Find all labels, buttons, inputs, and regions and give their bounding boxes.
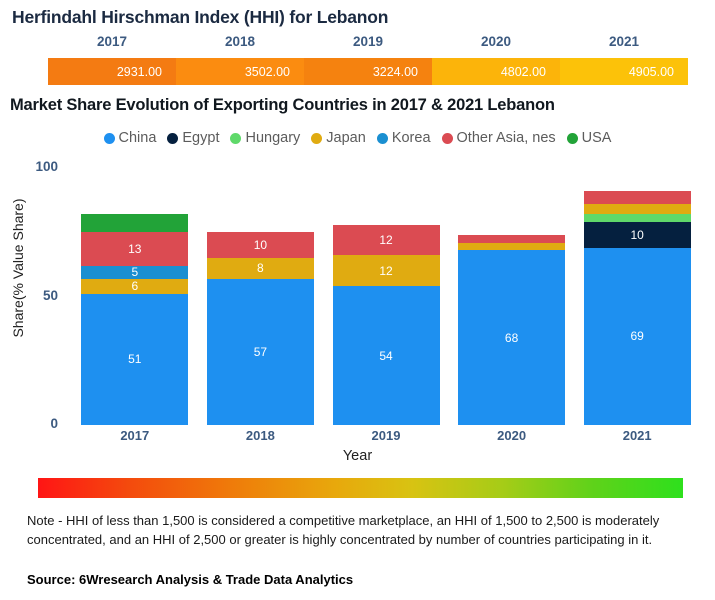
legend-item-korea[interactable]: Korea [376,130,431,146]
legend-item-label: Hungary [245,130,301,146]
bar-segment-value: 54 [379,348,393,363]
bar-segment-value: 10 [253,238,268,253]
bar-segment-value: 57 [253,344,268,359]
bar-column-2021[interactable]: 69 10 [583,191,691,425]
hhi-cell-2017: 2931.00 [48,58,176,85]
bar-segment-2019-japan[interactable]: 12 [332,255,440,287]
bar-column-2018[interactable]: 57 8 10 [206,232,314,425]
legend-swatch-icon [311,132,323,144]
hhi-year-2021: 2021 [608,34,640,49]
legend-item-japan[interactable]: Japan [311,130,366,146]
legend-swatch-icon [167,132,179,144]
hhi-value-bar: 2931.00 3502.00 3224.00 4802.00 4905.00 [48,58,688,85]
bar-segment-2021-other-asia-nes[interactable] [583,191,691,204]
bar-column-2019[interactable]: 54 12 12 [332,224,440,425]
legend-item-egypt[interactable]: Egypt [167,130,219,146]
hhi-year-2018: 2018 [224,34,256,49]
legend-item-label: China [118,130,157,146]
hhi-year-header-row: 2017 2018 2019 2020 2021 [48,34,688,49]
bar-segment-value: 8 [257,261,264,276]
bar-segment-2020-japan[interactable] [458,242,566,251]
bar-segment-value: 12 [379,263,393,278]
legend-swatch-icon [441,132,453,144]
y-axis-tick-100: 100 [35,159,58,174]
hhi-cell-2018: 3502.00 [176,58,304,85]
y-axis-tick-50: 50 [42,287,58,303]
bar-segment-2019-china[interactable]: 54 [332,286,440,425]
bar-segment-2020-other-asia-nes[interactable] [458,234,566,243]
legend-swatch-icon [103,132,115,144]
hhi-year-2020: 2020 [480,34,512,49]
source-text: Source: 6Wresearch Analysis & Trade Data… [27,572,354,587]
x-axis-title: Year [342,448,373,464]
bar-segment-value: 69 [630,329,644,344]
bar-segment-2021-egypt[interactable]: 10 [583,221,691,248]
bar-segment-value: 51 [128,352,142,367]
bar-segment-value: 10 [630,227,644,242]
hhi-year-2019: 2019 [352,34,384,49]
y-axis-tick-0: 0 [50,416,58,431]
hhi-title: Herfindahl Hirschman Index (HHI) for Leb… [12,7,389,27]
legend-item-label: Japan [326,130,366,146]
concentration-gradient-bar [38,478,683,498]
bar-segment-value: 13 [128,241,142,256]
bar-segment-2021-japan[interactable] [583,204,691,215]
x-axis-tick-2020: 2020 [497,428,527,443]
x-axis-tick-2018: 2018 [245,428,275,443]
bar-column-2020[interactable]: 68 [458,234,566,425]
legend-swatch-icon [566,132,578,144]
chart-title: Market Share Evolution of Exporting Coun… [10,96,555,114]
legend-item-china[interactable]: China [103,130,157,146]
legend-item-usa[interactable]: USA [566,130,612,146]
legend-swatch-icon [376,132,388,144]
bar-segment-2017-other-asia-nes[interactable]: 13 [81,232,189,266]
hhi-cell-2021: 4905.00 [560,58,688,85]
x-axis-tick-2017: 2017 [120,428,150,443]
legend-item-label: Korea [391,130,431,146]
bar-segment-2017-china[interactable]: 51 [81,293,189,425]
x-axis-tick-2019: 2019 [371,428,401,443]
bar-segment-value: 5 [131,265,139,280]
bar-segment-2018-china[interactable]: 57 [206,278,314,425]
legend-item-label: Egypt [182,130,220,146]
legend-swatch-icon [230,132,242,144]
legend-item-label: USA [581,130,612,146]
legend-item-hungary[interactable]: Hungary [230,130,300,146]
hhi-cell-2019: 3224.00 [304,58,432,85]
bar-segment-2019-other-asia-nes[interactable]: 12 [332,224,440,256]
bar-segment-2017-usa[interactable] [81,214,189,233]
bar-segment-value: 6 [131,279,139,294]
bar-column-2017[interactable]: 51 6 5 13 [81,214,189,425]
bar-segment-2018-japan[interactable]: 8 [206,257,314,279]
chart-legend: China Egypt Hungary Japan Korea Other Asia, n… [0,130,715,146]
bar-segment-2021-china[interactable]: 69 [583,247,691,425]
legend-item-label: Other Asia, nes [456,130,556,146]
legend-item-other-asia-nes[interactable]: Other Asia, nes [441,130,556,146]
hhi-year-2017: 2017 [96,34,128,49]
bar-segment-2021-hungary[interactable] [583,214,691,222]
footnote-text: Note - HHI of less than 1,500 is conside… [27,513,660,547]
bar-segment-2017-japan[interactable]: 6 [81,278,189,294]
bar-segment-2018-other-asia-nes[interactable]: 10 [206,232,314,258]
bar-segment-2020-china[interactable]: 68 [458,250,566,425]
hhi-cell-2020: 4802.00 [432,58,560,85]
x-axis-tick-2021: 2021 [622,428,652,443]
bar-segment-value: 68 [504,330,519,345]
y-axis-title: Share(% Value Share) [10,198,26,338]
bar-segment-value: 12 [379,232,393,247]
bar-segment-2017-korea[interactable]: 5 [81,265,189,280]
